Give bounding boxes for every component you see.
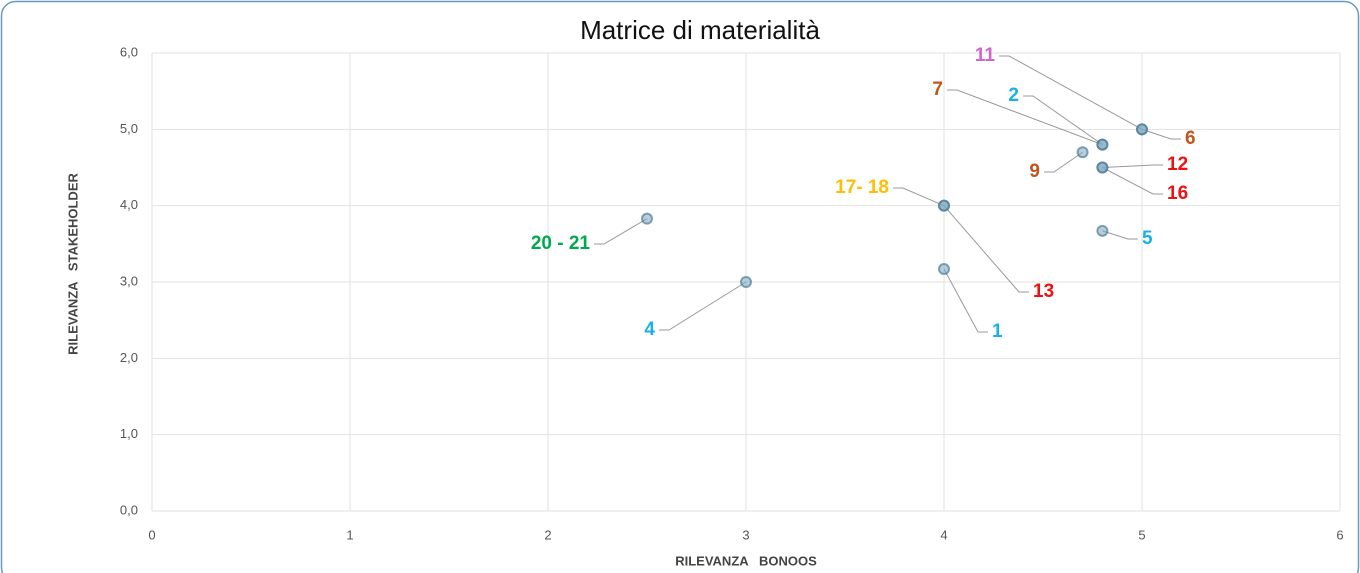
- leader-line: [659, 281, 747, 331]
- leader-line: [1102, 167, 1163, 195]
- y-axis-label: RILEVANZA STAKEHOLDER: [65, 173, 80, 355]
- point: [740, 276, 752, 288]
- leader-line: [1141, 128, 1181, 140]
- point-label: 4: [644, 319, 655, 340]
- x-tick-label: 0: [148, 527, 155, 542]
- leader-line: [943, 205, 1029, 293]
- point: [1076, 146, 1089, 159]
- point-label: 9: [1029, 161, 1040, 182]
- x-axis-label: RILEVANZA BONOOS: [675, 553, 817, 568]
- x-tick-label: 6: [1336, 527, 1343, 542]
- chart-title: Matrice di materialità: [580, 15, 820, 45]
- y-tick-label: 2,0: [120, 350, 138, 365]
- point: [1096, 138, 1109, 151]
- point-label: 17- 18: [835, 177, 889, 198]
- leader-line: [1102, 164, 1163, 168]
- y-tick-label: 3,0: [120, 273, 138, 288]
- x-tick-label: 1: [346, 527, 353, 542]
- y-tick-label: 0,0: [120, 502, 138, 517]
- leader-line: [1023, 95, 1103, 146]
- x-tick-label: 5: [1138, 527, 1145, 542]
- point-label: 5: [1142, 228, 1153, 249]
- point: [1096, 161, 1109, 174]
- y-tick-label: 1,0: [120, 426, 138, 441]
- leader-line: [1044, 151, 1083, 173]
- y-tick-label: 6,0: [120, 44, 138, 59]
- point: [1136, 123, 1148, 136]
- leader-line: [947, 89, 1103, 146]
- point-label: 6: [1185, 128, 1196, 149]
- leader-line: [999, 55, 1143, 130]
- point-label: 16: [1167, 183, 1188, 204]
- x-tick-label: 4: [940, 527, 947, 542]
- leader-line: [594, 218, 648, 245]
- point: [641, 212, 653, 225]
- point: [938, 199, 950, 212]
- y-tick-label: 5,0: [120, 121, 138, 136]
- point-label: 12: [1167, 154, 1188, 175]
- point-label: 7: [932, 79, 943, 100]
- point: [938, 263, 950, 276]
- point-label: 20 - 21: [531, 233, 591, 254]
- point-label: 13: [1033, 281, 1054, 302]
- point-label: 11: [975, 45, 996, 66]
- leader-line: [943, 268, 988, 333]
- x-tick-label: 3: [742, 527, 749, 542]
- point-label: 2: [1008, 85, 1019, 106]
- leader-line: [893, 187, 945, 207]
- y-tick-label: 4,0: [120, 197, 138, 212]
- leader-line: [1102, 230, 1138, 240]
- point-label: 1: [992, 321, 1003, 342]
- x-tick-label: 2: [544, 527, 551, 542]
- point: [1096, 224, 1109, 237]
